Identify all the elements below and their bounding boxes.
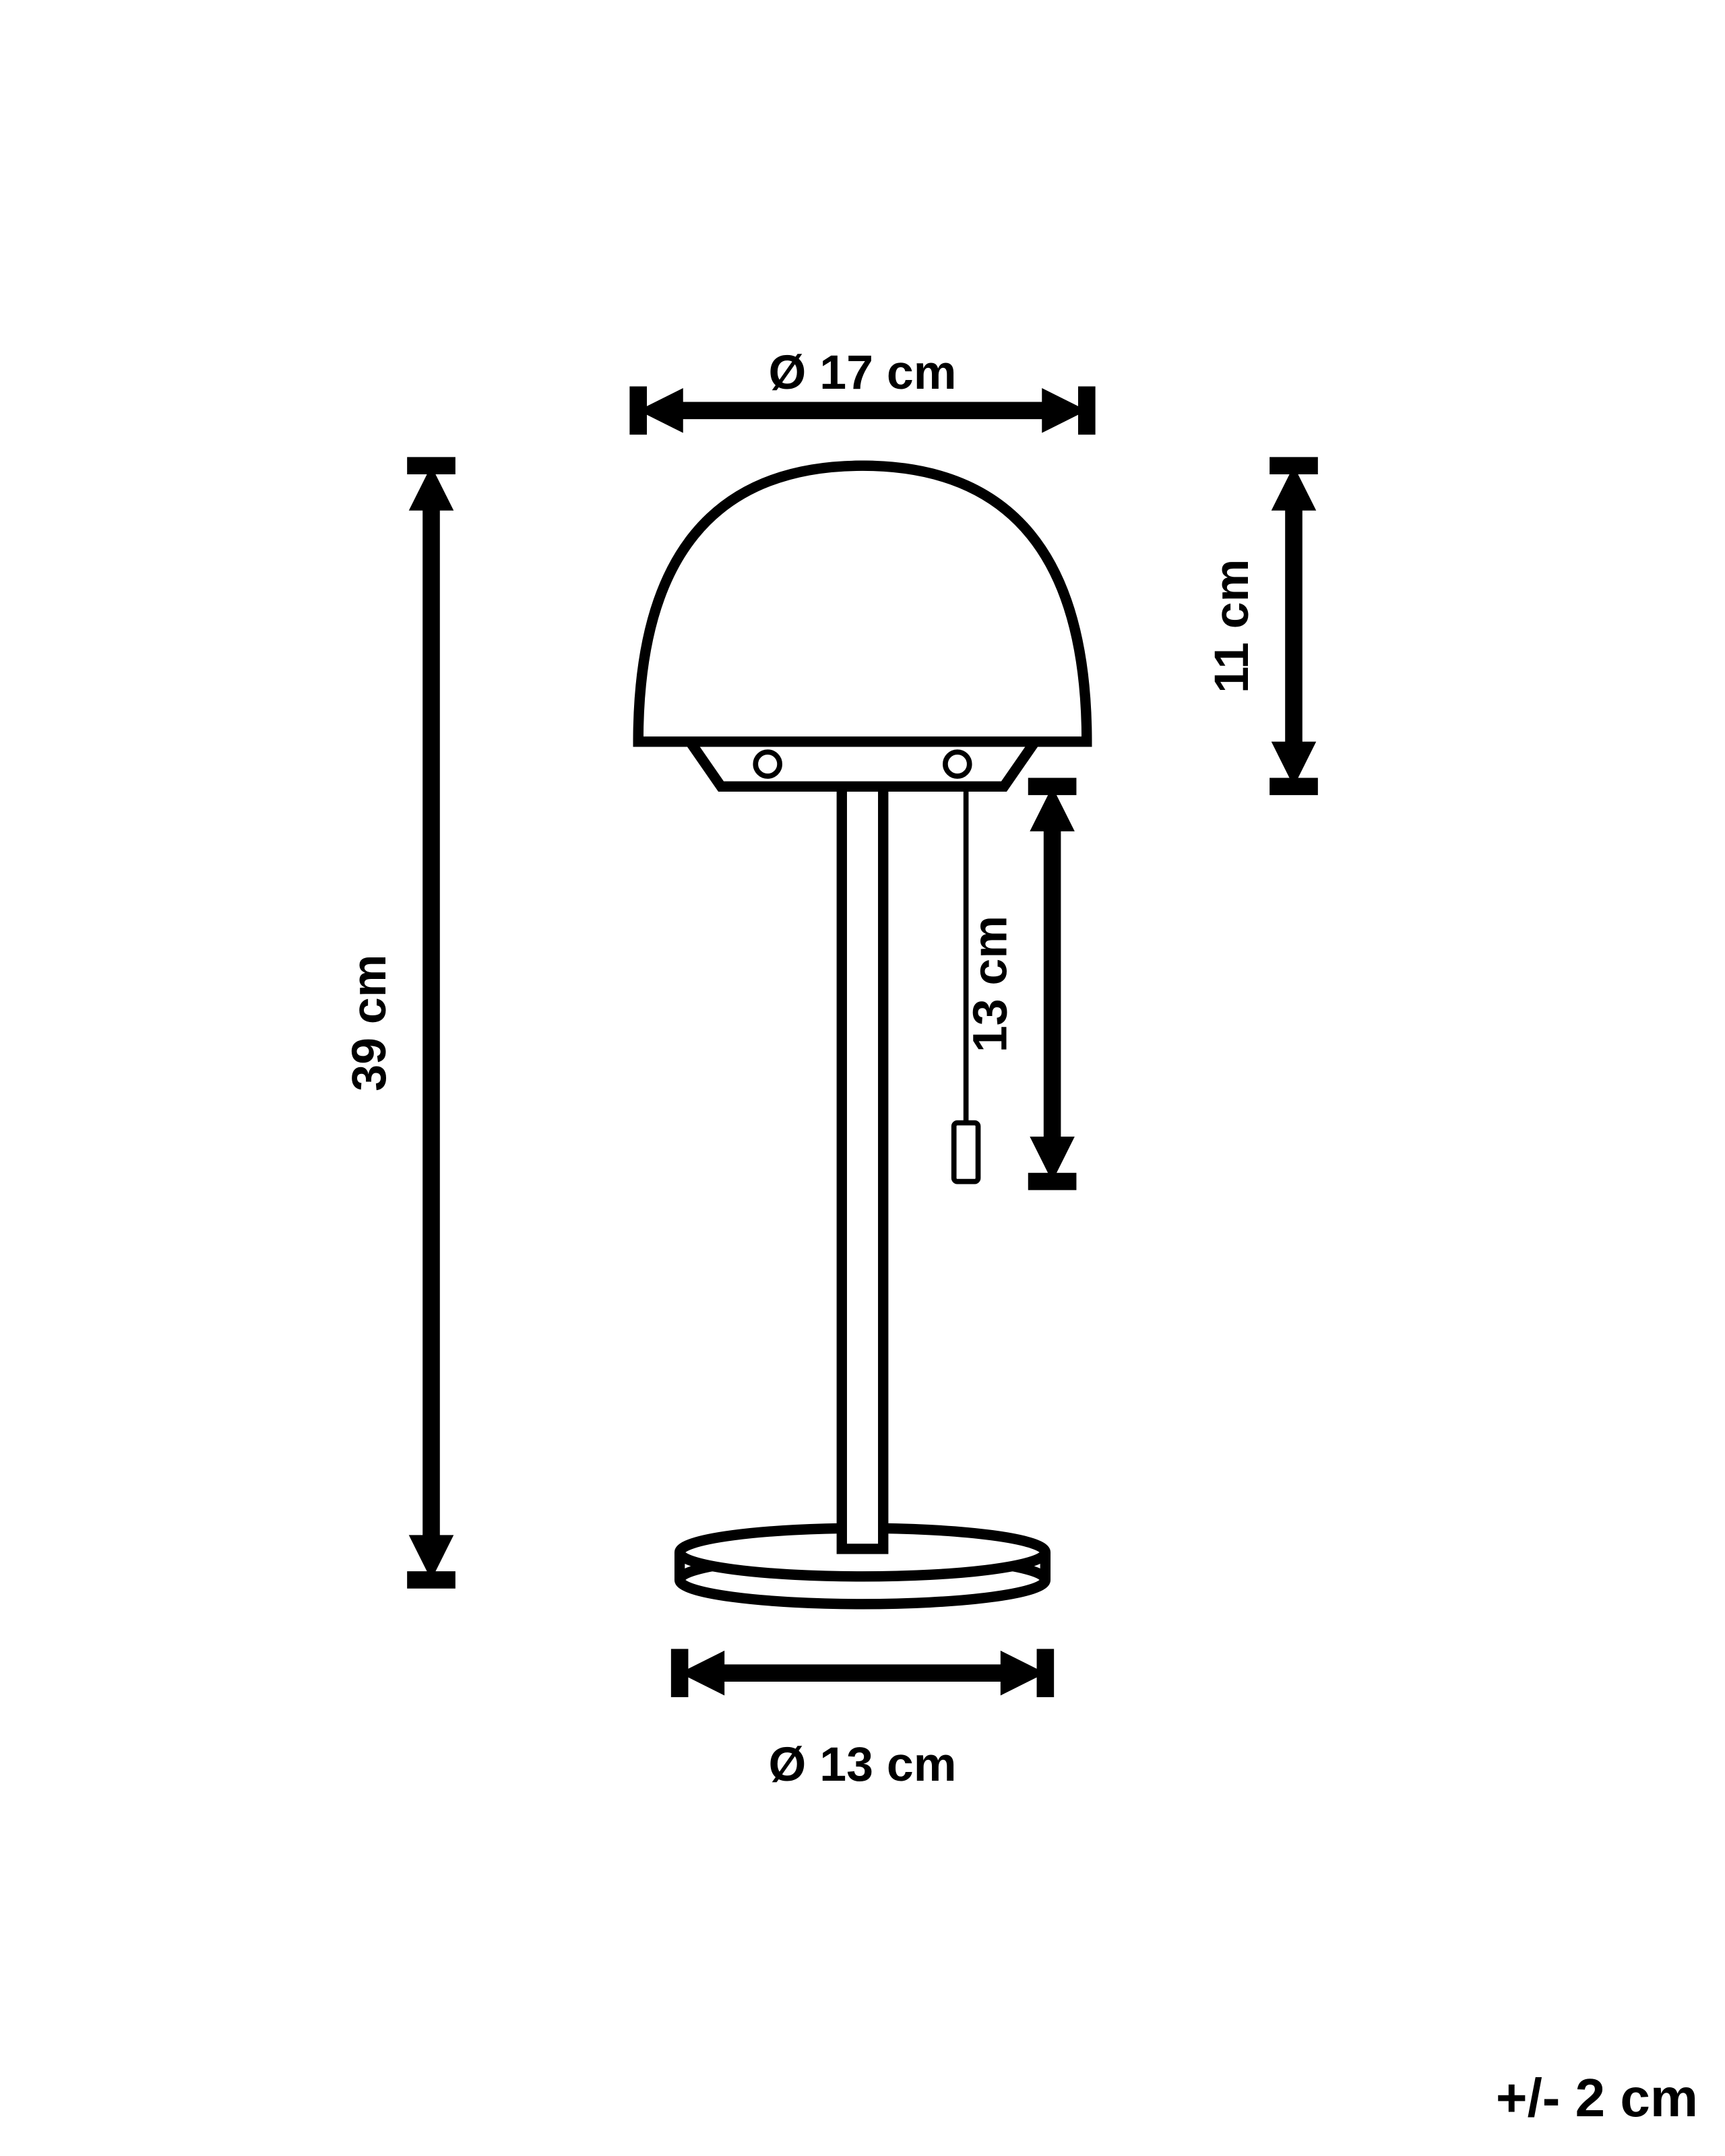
tolerance-note: +/- 2 cm [1496, 2067, 1698, 2129]
svg-text:11 cm: 11 cm [1205, 559, 1259, 693]
lamp-drawing [638, 466, 1087, 1604]
svg-text:Ø 17 cm: Ø 17 cm [769, 346, 957, 400]
dimension-diagram: 39 cm Ø 17 cm 11 cm 13 cm Ø 13 cm [0, 0, 1725, 2156]
svg-text:13 cm: 13 cm [963, 916, 1017, 1052]
svg-text:Ø 13 cm: Ø 13 cm [769, 1738, 957, 1792]
svg-text:39 cm: 39 cm [342, 954, 396, 1091]
diagram-container: 39 cm Ø 17 cm 11 cm 13 cm Ø 13 cm [0, 0, 1725, 2156]
